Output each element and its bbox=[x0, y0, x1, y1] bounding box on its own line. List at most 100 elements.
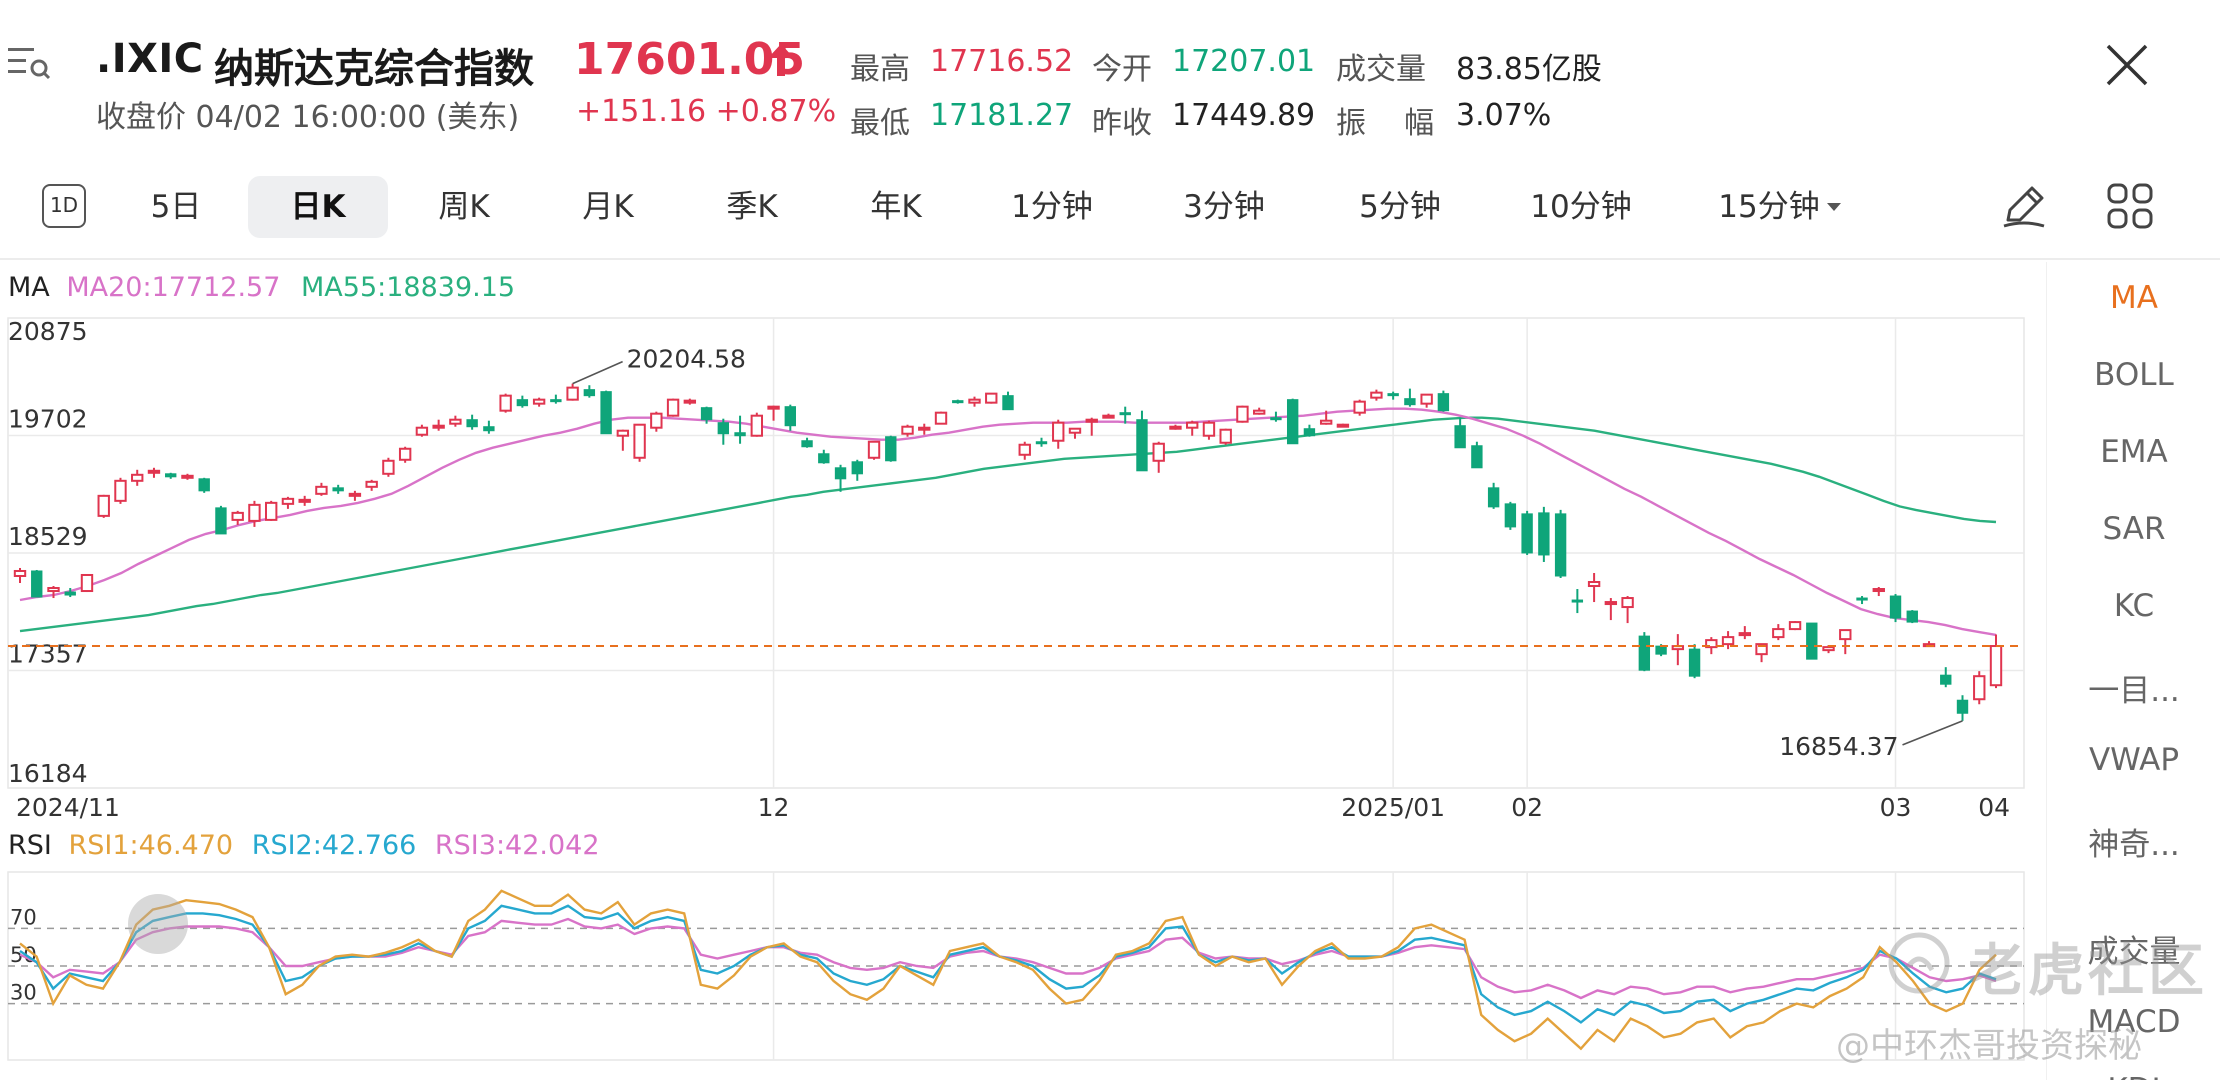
indicator-vwap[interactable]: VWAP bbox=[2088, 742, 2180, 778]
candle-body-up bbox=[47, 587, 60, 593]
candle-body-down bbox=[1119, 412, 1131, 416]
ma55-value: MA55:18839.15 bbox=[301, 272, 516, 303]
candle-body-down bbox=[600, 391, 612, 435]
symbol: .IXIC bbox=[96, 36, 204, 82]
candle-body-up bbox=[80, 573, 94, 593]
candle-body-down bbox=[885, 436, 897, 462]
candle-body-up bbox=[1420, 393, 1433, 405]
indicator-ma[interactable]: MA bbox=[2110, 280, 2158, 316]
candle-body-down bbox=[1303, 428, 1316, 437]
dropdown-caret-icon[interactable] bbox=[1826, 201, 1842, 213]
indicator-kdj[interactable]: KDJ bbox=[2047, 1072, 2220, 1080]
indicator-ema[interactable]: EMA bbox=[2100, 434, 2168, 470]
tab-10min[interactable]: 10分钟 bbox=[1530, 189, 1632, 225]
candle-body-down bbox=[165, 473, 177, 478]
amplitude-label: 振 幅 bbox=[1336, 106, 1435, 141]
candle-body-up bbox=[398, 447, 412, 461]
cursor-marker bbox=[128, 894, 188, 954]
low-annotation-label: 16854.37 bbox=[1779, 732, 1898, 761]
candle-body-up bbox=[1186, 421, 1199, 429]
tab-1d-icon[interactable]: 1D bbox=[42, 184, 86, 228]
indicator-boll[interactable]: BOLL bbox=[2094, 357, 2174, 393]
candle-body-up bbox=[532, 398, 546, 405]
y-tick-label: 17357 bbox=[8, 639, 88, 668]
ma-legend-label: MA bbox=[8, 272, 50, 303]
candle-body-down bbox=[1035, 441, 1048, 445]
close-icon[interactable] bbox=[2104, 42, 2150, 88]
indicator-panel: MA BOLL EMA SAR KC 一目... VWAP 神奇... 成交量 … bbox=[2046, 262, 2220, 1080]
indicator-ichimoku[interactable]: 一目... bbox=[2088, 673, 2180, 709]
tab-5d[interactable]: 5日 bbox=[150, 189, 202, 225]
candle-body-up bbox=[231, 511, 244, 521]
candle-body-down bbox=[1136, 419, 1148, 472]
open-value: 17207.01 bbox=[1172, 44, 1316, 79]
candle-body-up bbox=[1052, 421, 1065, 442]
high-annotation-label: 20204.58 bbox=[627, 345, 746, 374]
candle-body-down bbox=[1270, 417, 1282, 421]
y-tick-label: 16184 bbox=[8, 759, 88, 788]
volume-value: 83.85亿股 bbox=[1456, 52, 1602, 87]
candle-body-up bbox=[650, 412, 663, 429]
candle-body-down bbox=[700, 407, 713, 421]
candle-body-up bbox=[1839, 629, 1852, 641]
candle-body-up bbox=[1370, 391, 1383, 399]
last-price: 17601.05 bbox=[574, 34, 806, 85]
tab-1min[interactable]: 1分钟 bbox=[1011, 189, 1093, 225]
candle-body-down bbox=[1638, 635, 1651, 671]
layout-grid-icon[interactable] bbox=[2106, 182, 2154, 230]
candle-body-up bbox=[633, 423, 646, 459]
candle-body-up bbox=[264, 501, 278, 521]
y-tick-label: 18529 bbox=[8, 522, 88, 551]
draw-tool-icon[interactable] bbox=[1998, 180, 2050, 232]
tab-daily-k[interactable]: 日K bbox=[248, 176, 388, 238]
ma20-value: MA20:17712.57 bbox=[66, 272, 281, 303]
rsi2-value: RSI2:42.766 bbox=[251, 830, 417, 861]
x-tick-label: 04 bbox=[1978, 793, 2010, 822]
tab-15min[interactable]: 15分钟 bbox=[1718, 189, 1820, 225]
candle-body-down bbox=[1906, 610, 1918, 623]
candle-body-down bbox=[851, 461, 863, 475]
candle-body-up bbox=[934, 411, 948, 425]
tab-5min[interactable]: 5分钟 bbox=[1359, 189, 1441, 225]
indicator-magic[interactable]: 神奇... bbox=[2088, 827, 2180, 863]
kline-chart[interactable]: 20875 19702 18529 17357 16184 2024/11 12 2025/0… bbox=[0, 0, 2040, 1080]
close-label: 收盘价 bbox=[96, 100, 186, 135]
indicator-macd[interactable]: MACD bbox=[2087, 1004, 2181, 1040]
candle-body-up bbox=[683, 399, 697, 404]
candle-body-down bbox=[1806, 622, 1818, 660]
candle-body-down bbox=[1454, 425, 1466, 449]
quote-header: .IXIC 纳斯达克综合指数 收盘价 04/02 16:00:00 (美东) 1… bbox=[0, 0, 2220, 160]
candle-body-down bbox=[1504, 503, 1517, 528]
up-arrow-icon bbox=[768, 44, 794, 76]
x-tick-label: 03 bbox=[1880, 793, 1912, 822]
candle-body-down bbox=[1940, 674, 1952, 685]
indicator-sar[interactable]: SAR bbox=[2102, 511, 2166, 547]
rsi-legend: RSI RSI1:46.470 RSI2:42.766 RSI3:42.042 bbox=[8, 830, 600, 861]
close-timestamp: 04/02 16:00:00 (美东) bbox=[195, 100, 520, 135]
candle-body-down bbox=[1538, 512, 1550, 556]
menu-icon[interactable] bbox=[6, 42, 52, 82]
candle-body-up bbox=[298, 498, 311, 503]
rsi2-line bbox=[19, 904, 1997, 1024]
candle-body-down bbox=[516, 399, 529, 407]
candle-body-up bbox=[1788, 621, 1802, 631]
watermark-author: @中环杰哥投资探秘 bbox=[1836, 1026, 2142, 1066]
indicator-kc[interactable]: KC bbox=[2113, 588, 2155, 624]
tab-weekly-k[interactable]: 周K bbox=[438, 189, 490, 225]
candle-body-up bbox=[918, 426, 931, 431]
candle-body-up bbox=[1252, 409, 1266, 415]
tab-3min[interactable]: 3分钟 bbox=[1183, 189, 1265, 225]
tab-quarterly-k[interactable]: 季K bbox=[726, 189, 778, 225]
candle-body-down bbox=[1856, 597, 1868, 601]
candle-body-down bbox=[215, 507, 227, 535]
tab-yearly-k[interactable]: 年K bbox=[870, 189, 922, 225]
candle-body-down bbox=[332, 487, 344, 492]
tab-monthly-k[interactable]: 月K bbox=[582, 189, 634, 225]
candle-body-down bbox=[466, 419, 478, 428]
indicator-volume[interactable]: 成交量 bbox=[2087, 934, 2181, 970]
candle-body-up bbox=[767, 405, 780, 410]
x-tick-label: 12 bbox=[758, 793, 790, 822]
candle-body-up bbox=[616, 429, 630, 437]
candle-body-up bbox=[315, 485, 328, 495]
candle-body-down bbox=[952, 400, 964, 404]
